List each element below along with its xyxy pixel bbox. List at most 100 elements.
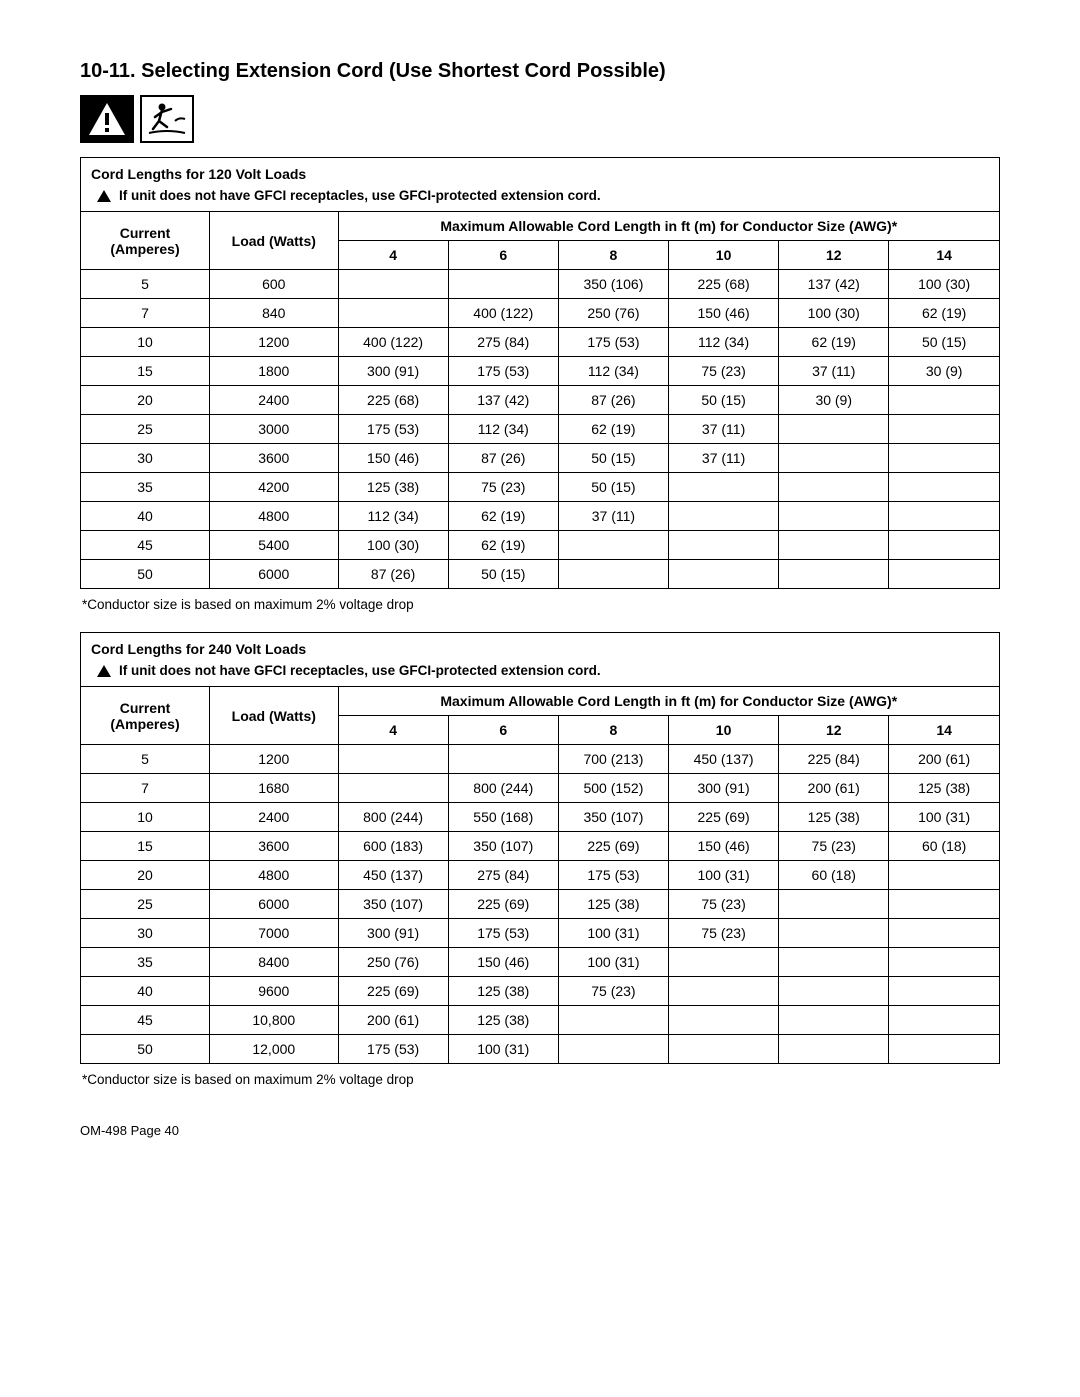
cell-length (338, 745, 448, 774)
cell-watts: 2400 (210, 803, 339, 832)
cell-length: 62 (19) (779, 328, 889, 357)
col-awg-size: 14 (889, 716, 999, 745)
cell-amperes: 35 (81, 473, 210, 502)
cell-amperes: 45 (81, 531, 210, 560)
cell-length (889, 415, 999, 444)
cell-length: 50 (15) (669, 386, 779, 415)
cell-length (779, 948, 889, 977)
table-row: 102400800 (244)550 (168)350 (107)225 (69… (81, 803, 999, 832)
cell-length: 100 (31) (558, 948, 668, 977)
cell-length: 30 (9) (779, 386, 889, 415)
section-title: 10-11. Selecting Extension Cord (Use Sho… (80, 60, 1000, 83)
cell-length: 137 (42) (448, 386, 558, 415)
col-awg-size: 8 (558, 241, 668, 270)
cell-length (889, 386, 999, 415)
table-row: 4510,800200 (61)125 (38) (81, 1006, 999, 1035)
cell-length (669, 1035, 779, 1064)
cell-length: 112 (34) (338, 502, 448, 531)
cell-watts: 1200 (210, 745, 339, 774)
cell-amperes: 40 (81, 977, 210, 1006)
cell-watts: 3600 (210, 832, 339, 861)
table-row: 455400100 (30)62 (19) (81, 531, 999, 560)
cell-length: 250 (76) (338, 948, 448, 977)
table-240v-title: Cord Lengths for 240 Volt Loads (91, 641, 989, 657)
cell-amperes: 10 (81, 803, 210, 832)
cell-length: 200 (61) (338, 1006, 448, 1035)
warning-icon-row (80, 95, 1000, 143)
cell-length: 37 (11) (558, 502, 668, 531)
table-row: 101200400 (122)275 (84)175 (53)112 (34)6… (81, 328, 999, 357)
cell-amperes: 50 (81, 1035, 210, 1064)
cell-length: 225 (69) (448, 890, 558, 919)
cell-watts: 12,000 (210, 1035, 339, 1064)
cell-length: 350 (107) (448, 832, 558, 861)
cell-length: 100 (31) (889, 803, 999, 832)
cell-length: 100 (31) (558, 919, 668, 948)
cell-amperes: 30 (81, 919, 210, 948)
cell-length: 100 (31) (448, 1035, 558, 1064)
cell-amperes: 10 (81, 328, 210, 357)
cell-length: 60 (18) (889, 832, 999, 861)
table-row: 202400225 (68)137 (42)87 (26)50 (15)30 (… (81, 386, 999, 415)
cell-length: 75 (23) (448, 473, 558, 502)
cell-length: 350 (106) (558, 270, 668, 299)
cell-watts: 1680 (210, 774, 339, 803)
col-awg-header: Maximum Allowable Cord Length in ft (m) … (338, 212, 999, 241)
cell-length: 50 (15) (448, 560, 558, 589)
cell-length: 37 (11) (669, 415, 779, 444)
cell-watts: 5400 (210, 531, 339, 560)
cell-length: 275 (84) (448, 328, 558, 357)
cell-length (779, 560, 889, 589)
cell-length (669, 1006, 779, 1035)
cell-length: 450 (137) (669, 745, 779, 774)
cell-length (889, 919, 999, 948)
cell-length (779, 473, 889, 502)
cell-length: 100 (30) (338, 531, 448, 560)
table-row: 50600087 (26)50 (15) (81, 560, 999, 589)
cell-length (669, 560, 779, 589)
cell-length: 400 (122) (448, 299, 558, 328)
cell-length (779, 444, 889, 473)
cell-length: 125 (38) (558, 890, 668, 919)
warning-marker-icon (97, 665, 111, 677)
cell-amperes: 7 (81, 774, 210, 803)
cell-length: 300 (91) (669, 774, 779, 803)
cell-watts: 1200 (210, 328, 339, 357)
cell-length: 225 (69) (558, 832, 668, 861)
cell-amperes: 7 (81, 299, 210, 328)
table-120v-head: Current (Amperes) Load (Watts) Maximum A… (81, 212, 999, 270)
cell-amperes: 5 (81, 745, 210, 774)
cell-length: 275 (84) (448, 861, 558, 890)
cell-length (779, 1006, 889, 1035)
cell-length: 50 (15) (889, 328, 999, 357)
cell-length: 125 (38) (448, 977, 558, 1006)
cell-length (889, 1035, 999, 1064)
cell-length: 75 (23) (669, 357, 779, 386)
table-row: 151800300 (91)175 (53)112 (34)75 (23)37 … (81, 357, 999, 386)
cell-length: 150 (46) (448, 948, 558, 977)
table-row: 204800450 (137)275 (84)175 (53)100 (31)6… (81, 861, 999, 890)
cell-amperes: 30 (81, 444, 210, 473)
col-awg-size: 12 (779, 716, 889, 745)
cell-length: 150 (46) (338, 444, 448, 473)
table-240v: Cord Lengths for 240 Volt Loads If unit … (80, 632, 1000, 1064)
table-row: 253000175 (53)112 (34)62 (19)37 (11) (81, 415, 999, 444)
table-row: 404800112 (34)62 (19)37 (11) (81, 502, 999, 531)
cell-length (779, 890, 889, 919)
cell-length: 112 (34) (558, 357, 668, 386)
table-240v-body: 51200700 (213)450 (137)225 (84)200 (61)7… (81, 745, 999, 1064)
cell-amperes: 40 (81, 502, 210, 531)
cell-amperes: 5 (81, 270, 210, 299)
table-row: 307000300 (91)175 (53)100 (31)75 (23) (81, 919, 999, 948)
cell-length (669, 531, 779, 560)
cell-length: 60 (18) (779, 861, 889, 890)
cell-length: 125 (38) (338, 473, 448, 502)
cell-length: 87 (26) (448, 444, 558, 473)
table-row: 354200125 (38)75 (23)50 (15) (81, 473, 999, 502)
cell-watts: 10,800 (210, 1006, 339, 1035)
table-row: 303600150 (46)87 (26)50 (15)37 (11) (81, 444, 999, 473)
cell-length (779, 502, 889, 531)
footnote-240: *Conductor size is based on maximum 2% v… (82, 1072, 1000, 1087)
col-awg-size: 14 (889, 241, 999, 270)
cell-watts: 1800 (210, 357, 339, 386)
